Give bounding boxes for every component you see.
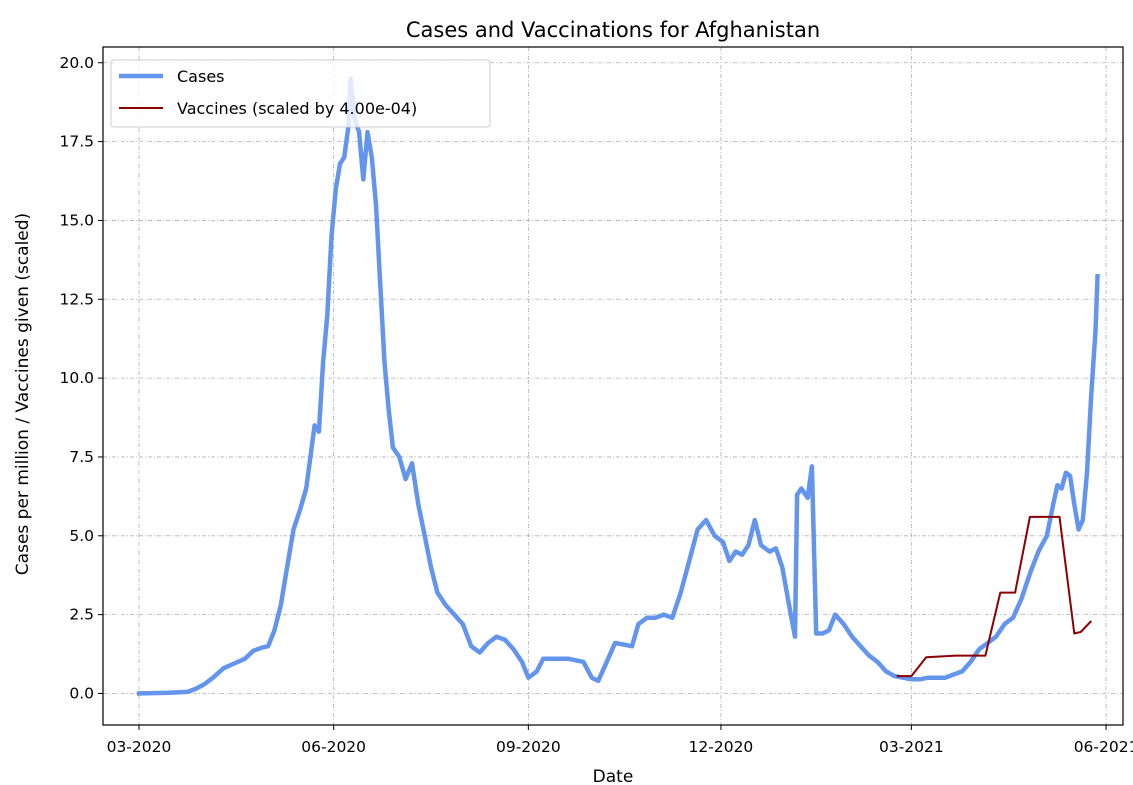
y-tick-label: 17.5 bbox=[59, 133, 94, 151]
x-tick-label: 09-2020 bbox=[496, 738, 561, 756]
x-axis-label: Date bbox=[593, 767, 634, 785]
x-tick-label: 03-2020 bbox=[107, 738, 172, 756]
x-tick-label: 12-2020 bbox=[689, 738, 754, 756]
x-axis-ticks: 03-2020 06-2020 09-2020 12-2020 03-2021 06-20… bbox=[107, 725, 1133, 756]
y-tick-label: 20.0 bbox=[59, 54, 94, 72]
y-tick-label: 15.0 bbox=[59, 211, 94, 229]
cases-line bbox=[136, 76, 1100, 696]
y-axis-ticks: 0.0 2.5 5.0 7.5 10.0 12.5 15.0 17.5 20.0 bbox=[59, 54, 103, 702]
plot-frame bbox=[102, 46, 1124, 726]
y-tick-label: 5.0 bbox=[69, 527, 94, 545]
y-tick-label: 10.0 bbox=[59, 369, 94, 387]
legend-box bbox=[110, 59, 491, 128]
legend-label-cases: Cases bbox=[177, 67, 225, 86]
y-tick-label: 0.0 bbox=[69, 684, 94, 702]
legend-label-vaccines: Vaccines (scaled by 4.00e-04) bbox=[177, 99, 417, 118]
vaccines-line bbox=[896, 515, 1093, 678]
y-tick-label: 12.5 bbox=[59, 290, 94, 308]
series-lines bbox=[136, 76, 1100, 696]
y-tick-label: 7.5 bbox=[69, 448, 94, 466]
x-tick-label: 06-2021 bbox=[1074, 738, 1133, 756]
x-tick-label: 06-2020 bbox=[301, 738, 366, 756]
x-tick-label: 03-2021 bbox=[879, 738, 944, 756]
y-tick-label: 2.5 bbox=[69, 606, 94, 624]
grid-lines bbox=[103, 47, 1123, 725]
legend: Cases Vaccines (scaled by 4.00e-04) bbox=[110, 59, 491, 128]
y-axis-label: Cases per million / Vaccines given (scal… bbox=[13, 213, 33, 575]
chart-title: Cases and Vaccinations for Afghanistan bbox=[406, 18, 820, 42]
